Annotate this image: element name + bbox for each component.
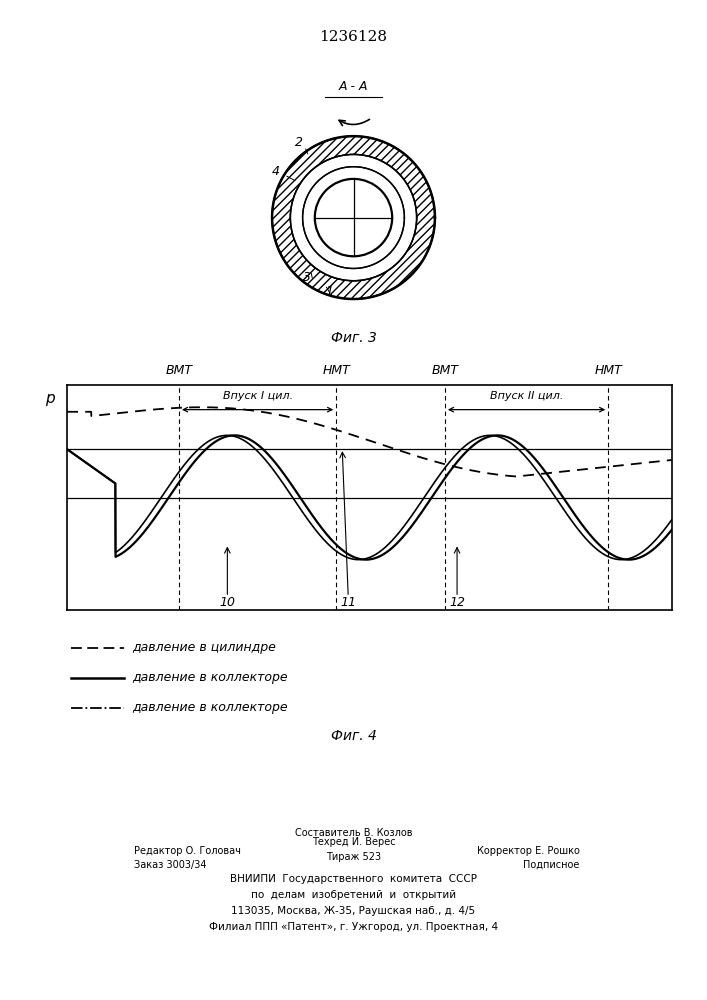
Text: 113035, Москва, Ж-35, Раушская наб., д. 4/5: 113035, Москва, Ж-35, Раушская наб., д. … <box>231 906 476 916</box>
Text: Заказ 3003/34: Заказ 3003/34 <box>134 860 207 870</box>
Text: давление в цилиндре: давление в цилиндре <box>132 642 276 654</box>
Text: ВНИИПИ  Государственного  комитета  СССР: ВНИИПИ Государственного комитета СССР <box>230 874 477 884</box>
Text: 1236128: 1236128 <box>320 30 387 44</box>
Text: 12: 12 <box>449 596 465 609</box>
Text: 3: 3 <box>303 271 311 284</box>
Text: ВМТ: ВМТ <box>165 364 192 377</box>
Text: давление в коллекторе: давление в коллекторе <box>132 702 288 714</box>
Text: Фиг. 4: Фиг. 4 <box>331 729 376 743</box>
Text: Впуск I цил.: Впуск I цил. <box>223 391 293 401</box>
Text: НМТ: НМТ <box>322 364 350 377</box>
Text: Впуск II цил.: Впуск II цил. <box>490 391 563 401</box>
Text: ВМТ: ВМТ <box>431 364 458 377</box>
Text: Тираж 523: Тираж 523 <box>326 852 381 862</box>
Text: по  делам  изобретений  и  открытий: по делам изобретений и открытий <box>251 890 456 900</box>
Text: Редактор О. Головач: Редактор О. Головач <box>134 846 241 856</box>
Text: р: р <box>45 391 54 406</box>
Text: Техред И. Верес: Техред И. Верес <box>312 837 395 847</box>
Text: А - А: А - А <box>339 80 368 93</box>
Text: Филиал ППП «Патент», г. Ужгород, ул. Проектная, 4: Филиал ППП «Патент», г. Ужгород, ул. Про… <box>209 922 498 932</box>
Circle shape <box>315 179 392 256</box>
Text: Корректор Е. Рошко: Корректор Е. Рошко <box>477 846 580 856</box>
Wedge shape <box>272 136 435 299</box>
Text: давление в коллекторе: давление в коллекторе <box>132 672 288 684</box>
Text: 4: 4 <box>272 165 280 178</box>
Text: Подписное: Подписное <box>523 860 580 870</box>
Text: Фиг. 3: Фиг. 3 <box>331 331 376 345</box>
Wedge shape <box>291 154 416 281</box>
Text: Составитель В. Козлов: Составитель В. Козлов <box>295 828 412 838</box>
Text: 2: 2 <box>295 136 303 149</box>
Text: 11: 11 <box>340 596 356 609</box>
Text: 1: 1 <box>325 285 333 298</box>
Text: 10: 10 <box>219 596 235 609</box>
Text: НМТ: НМТ <box>595 364 622 377</box>
